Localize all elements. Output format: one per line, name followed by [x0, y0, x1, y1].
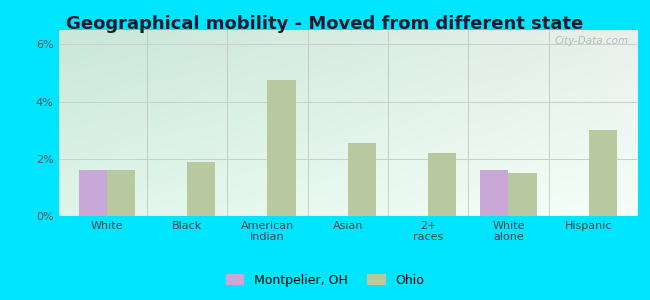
Bar — [187, 162, 215, 216]
Text: Geographical mobility - Moved from different state: Geographical mobility - Moved from diffe… — [66, 15, 584, 33]
Legend: Montpelier, OH, Ohio: Montpelier, OH, Ohio — [222, 270, 428, 291]
Bar — [480, 170, 508, 216]
Bar — [348, 143, 376, 216]
Bar — [107, 170, 135, 216]
Bar — [428, 153, 456, 216]
Bar — [589, 130, 617, 216]
Text: City-Data.com: City-Data.com — [554, 36, 629, 46]
Bar — [508, 173, 536, 216]
Bar — [79, 170, 107, 216]
Bar — [267, 80, 296, 216]
